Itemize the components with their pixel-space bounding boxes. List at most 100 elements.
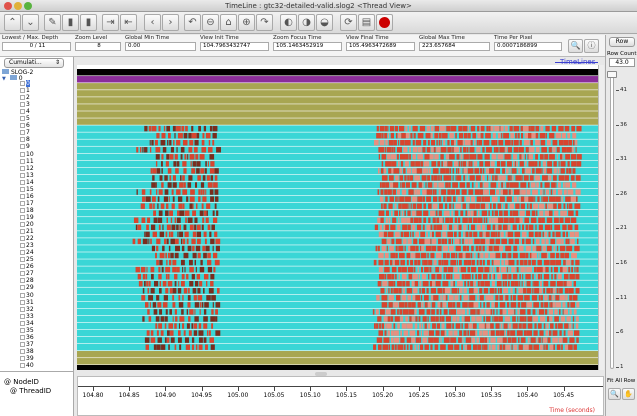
timeline-event[interactable] xyxy=(422,224,425,231)
tree-thread-item[interactable]: 13 xyxy=(20,172,34,179)
timeline-event[interactable] xyxy=(520,182,527,188)
timeline-event[interactable] xyxy=(471,245,474,252)
timeline-event[interactable] xyxy=(569,273,575,280)
timeline-event[interactable] xyxy=(546,140,551,146)
timeline-event[interactable] xyxy=(383,316,388,322)
timeline-event[interactable] xyxy=(508,252,512,259)
timeline-event[interactable] xyxy=(413,217,419,223)
timeline-event[interactable] xyxy=(449,217,453,223)
timeline-event[interactable] xyxy=(551,182,556,188)
timeline-event[interactable] xyxy=(170,231,174,238)
timeline-event[interactable] xyxy=(198,189,201,195)
timeline-event[interactable] xyxy=(495,330,500,336)
timeline-event[interactable] xyxy=(539,154,544,160)
timeline-event[interactable] xyxy=(159,309,163,315)
timeline-event[interactable] xyxy=(416,210,422,216)
tree-thread-item[interactable]: 36 xyxy=(20,334,34,341)
timeline-event[interactable] xyxy=(478,323,485,329)
timeline-event[interactable] xyxy=(427,252,429,259)
timeline-event[interactable] xyxy=(474,189,480,195)
timeline-event[interactable] xyxy=(397,323,400,329)
timeline-event[interactable] xyxy=(537,323,542,329)
timeline-event[interactable] xyxy=(486,245,489,252)
timeline-event[interactable] xyxy=(536,238,540,245)
timeline-event[interactable] xyxy=(519,273,521,280)
timeline-event[interactable] xyxy=(168,344,170,350)
timeline-event[interactable] xyxy=(507,281,510,287)
timeline-event[interactable] xyxy=(208,147,213,153)
timeline-event[interactable] xyxy=(380,217,384,223)
tree-thread-item[interactable]: 12 xyxy=(20,165,34,172)
timeline-event[interactable] xyxy=(176,161,180,167)
timeline-event[interactable] xyxy=(466,175,469,181)
timeline-event[interactable] xyxy=(448,224,453,231)
timeline-event[interactable] xyxy=(464,323,469,329)
timeline-event[interactable] xyxy=(172,196,175,202)
timeline-event[interactable] xyxy=(564,273,569,280)
timeline-event[interactable] xyxy=(427,323,431,329)
timeline-event[interactable] xyxy=(513,196,518,202)
timeline-event[interactable] xyxy=(178,281,180,287)
timeline-event[interactable] xyxy=(164,337,167,343)
timeline-event[interactable] xyxy=(378,245,380,252)
timeline-event[interactable] xyxy=(435,266,440,273)
timeline-event[interactable] xyxy=(572,168,576,174)
timeline-event[interactable] xyxy=(529,175,534,181)
timeline-event[interactable] xyxy=(545,203,547,209)
timeline-event[interactable] xyxy=(378,210,385,216)
timeline-event[interactable] xyxy=(564,252,570,259)
timeline-event[interactable] xyxy=(205,344,208,350)
timeline-event[interactable] xyxy=(373,259,377,266)
timeline-event[interactable] xyxy=(206,210,208,216)
timeline-event[interactable] xyxy=(536,337,538,343)
timeline-event[interactable] xyxy=(561,344,563,350)
timeline-event[interactable] xyxy=(416,224,422,231)
timeline-event[interactable] xyxy=(438,203,443,209)
timeline-event[interactable] xyxy=(504,140,511,146)
timeline-event[interactable] xyxy=(442,224,448,231)
timeline-event[interactable] xyxy=(411,196,417,202)
timeline-event[interactable] xyxy=(397,196,399,202)
timeline-event[interactable] xyxy=(552,302,556,308)
timeline-event[interactable] xyxy=(394,125,399,132)
timeline-event[interactable] xyxy=(470,210,474,216)
timeline-event[interactable] xyxy=(196,231,202,238)
timeline-event[interactable] xyxy=(530,337,536,343)
timeline-event[interactable] xyxy=(200,259,203,266)
timeline-event[interactable] xyxy=(445,295,448,301)
timeline-event[interactable] xyxy=(202,245,206,252)
timeline-event[interactable] xyxy=(538,224,543,231)
timeline-event[interactable] xyxy=(454,238,460,245)
timeline-event[interactable] xyxy=(544,302,549,308)
timeline-event[interactable] xyxy=(436,217,440,223)
timeline-event[interactable] xyxy=(424,323,427,329)
timeline-event[interactable] xyxy=(470,125,476,132)
timeline-event[interactable] xyxy=(490,266,492,273)
timeline-event[interactable] xyxy=(388,217,391,223)
timeline-event[interactable] xyxy=(480,203,486,209)
trash-icon[interactable]: ▮ xyxy=(80,14,97,31)
timeline-event[interactable] xyxy=(510,175,512,181)
timeline-event[interactable] xyxy=(498,140,504,146)
timeline-event[interactable] xyxy=(565,238,568,245)
timeline-event[interactable] xyxy=(196,161,201,167)
timeline-event[interactable] xyxy=(479,295,484,301)
timeline-event[interactable] xyxy=(481,210,488,216)
timeline-event[interactable] xyxy=(183,132,188,139)
timeline-event[interactable] xyxy=(388,203,393,209)
timeline-event[interactable] xyxy=(393,281,396,287)
timeline-event[interactable] xyxy=(175,168,179,174)
timeline-event[interactable] xyxy=(138,281,143,287)
timeline-event[interactable] xyxy=(510,281,515,287)
timeline-event[interactable] xyxy=(538,231,540,238)
timeline-event[interactable] xyxy=(216,147,221,153)
timeline-event[interactable] xyxy=(458,337,462,343)
timeline-event[interactable] xyxy=(414,189,417,195)
timeline-event[interactable] xyxy=(400,168,403,174)
timeline-event[interactable] xyxy=(495,323,500,329)
timeline-event[interactable] xyxy=(499,210,503,216)
tree-thread-item[interactable]: 23 xyxy=(20,243,34,249)
timeline-state-bar[interactable] xyxy=(77,358,598,365)
timeline-event[interactable] xyxy=(436,147,441,153)
timeline-event[interactable] xyxy=(562,309,564,315)
